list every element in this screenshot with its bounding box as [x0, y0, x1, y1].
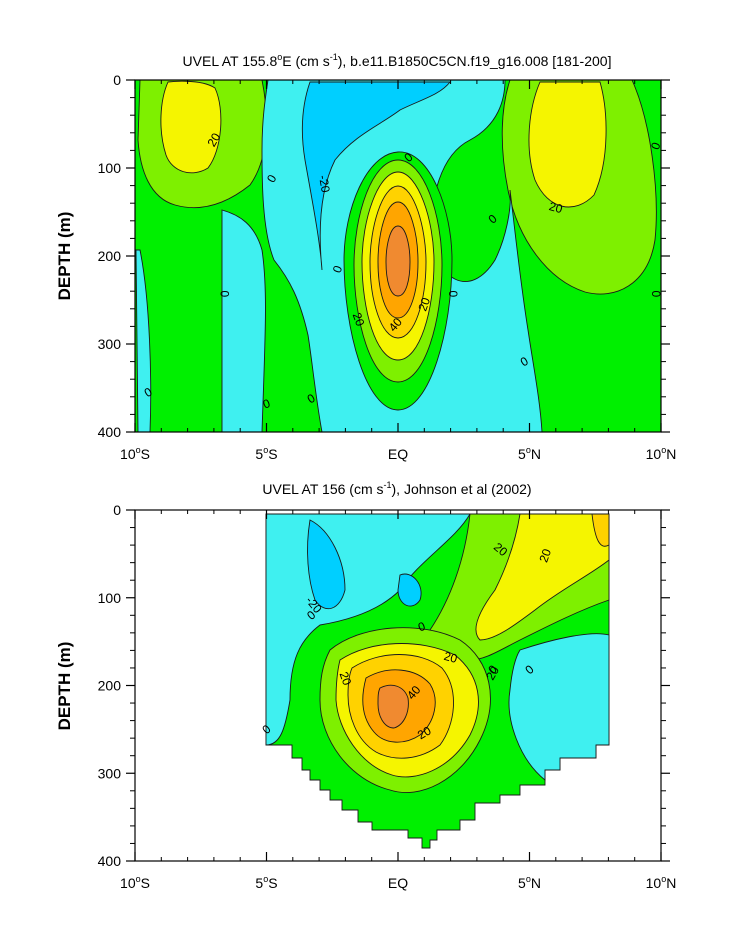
top-y-tick-label: 0	[113, 72, 121, 88]
bottom-x-tick-label: 10oN	[646, 874, 677, 891]
top-contour-label: 0	[446, 290, 460, 297]
top-fill-westward-left	[221, 209, 266, 432]
bottom-x-tick-label: 10oS	[120, 874, 150, 891]
bottom-fill-euc-50	[377, 684, 409, 729]
top-contour-label: -20	[316, 174, 333, 194]
bottom-x-tick-label: EQ	[388, 875, 408, 891]
top-contour-label: 20	[415, 295, 433, 313]
bottom-panel: UVEL AT 156 (cm s-1), Johnson et al (200…	[55, 480, 676, 891]
bottom-x-tick-label: 5oS	[255, 874, 277, 891]
bottom-contour-label: 20	[483, 664, 502, 683]
top-x-tick-label: EQ	[388, 446, 408, 462]
top-x-tick-label: 5oN	[518, 445, 541, 462]
bottom-fill-north-30	[591, 513, 610, 547]
bottom-y-axis-label: DEPTH (m)	[55, 642, 74, 731]
top-x-tick-label: 10oS	[120, 445, 150, 462]
bottom-y-tick-label: 400	[98, 853, 122, 869]
top-fill-core-west	[160, 80, 222, 174]
bottom-fill-westward-east	[508, 633, 610, 781]
top-contour-field	[135, 80, 661, 432]
bottom-y-tick-label: 300	[98, 765, 122, 781]
bottom-y-tick-label: 0	[113, 502, 121, 518]
top-fill-core-east	[528, 81, 607, 208]
top-y-tick-label: 100	[98, 160, 122, 176]
top-contour-label: 0	[649, 290, 663, 297]
top-contour-label: 20	[350, 311, 368, 329]
bottom-y-tick-label: 200	[98, 678, 122, 694]
bottom-contour-label: 20	[337, 670, 355, 688]
bottom-x-tick-label: 5oN	[518, 874, 541, 891]
bottom-y-tick-label: 100	[98, 590, 122, 606]
top-panel: UVEL AT 155.8oE (cm s-1), b.e11.B1850C5C…	[55, 52, 676, 462]
top-contour-label: 20	[548, 199, 565, 216]
top-fill-strong-westward	[301, 81, 451, 271]
top-contour-label: 0	[330, 263, 346, 274]
top-contour-label: 0	[648, 140, 664, 151]
bottom-contour-label: 20	[442, 649, 459, 666]
top-x-tick-label: 10oN	[646, 445, 677, 462]
top-y-axis-label: DEPTH (m)	[55, 212, 74, 301]
top-contour-label: 0	[261, 396, 272, 412]
top-fill-euc-50	[385, 225, 411, 297]
bottom-fill-strong-westward-b	[397, 573, 422, 607]
bottom-contour-field	[265, 513, 610, 849]
bottom-contour-label: 0	[416, 619, 427, 635]
top-y-tick-label: 400	[98, 424, 122, 440]
top-x-tick-label: 5oS	[255, 445, 277, 462]
bottom-contour-label: 20	[536, 547, 554, 565]
top-y-tick-label: 200	[98, 248, 122, 264]
top-panel-title: UVEL AT 155.8oE (cm s-1), b.e11.B1850C5C…	[183, 52, 612, 69]
top-contour-label: 20	[204, 130, 223, 149]
top-y-tick-label: 300	[98, 336, 122, 352]
bottom-contour-label: 20	[415, 723, 434, 742]
bottom-panel-title: UVEL AT 156 (cm s-1), Johnson et al (200…	[262, 480, 531, 497]
bottom-fill-north-20	[475, 513, 610, 641]
bottom-fill-strong-westward-a	[307, 519, 346, 610]
top-contour-label: 0	[217, 290, 231, 297]
